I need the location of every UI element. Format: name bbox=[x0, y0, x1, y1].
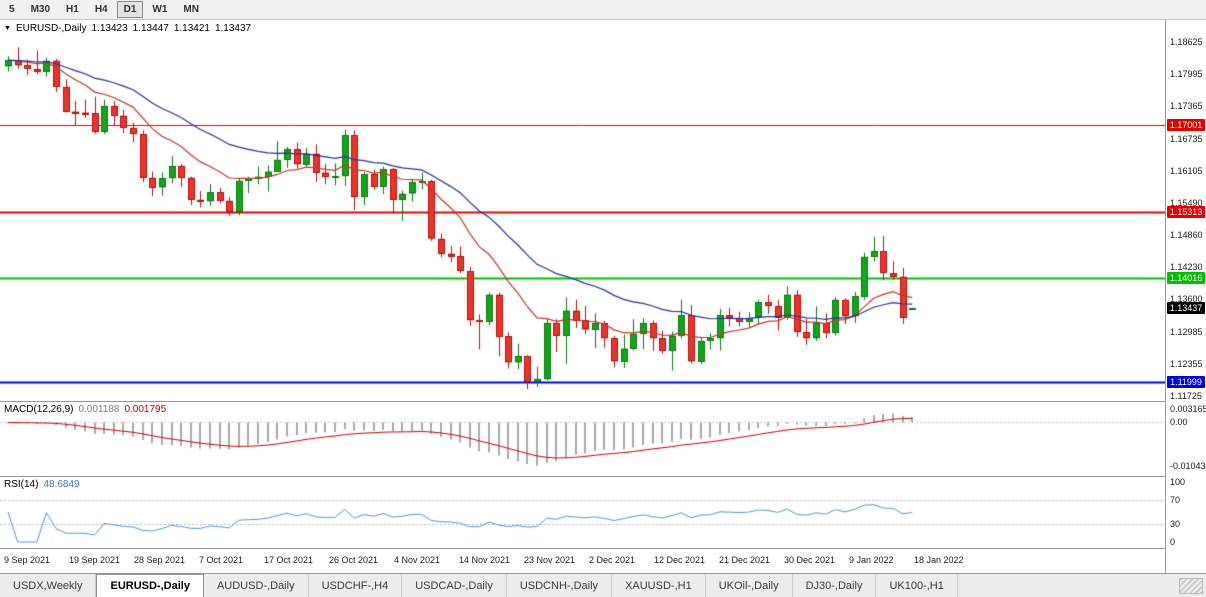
time-axis[interactable]: 9 Sep 2021 19 Sep 2021 28 Sep 2021 7 Oct 20… bbox=[0, 548, 1165, 573]
price-tick-label: 1.17995 bbox=[1170, 69, 1203, 80]
macd-main-value: 0.001188 bbox=[78, 404, 120, 415]
timeframe-button-mn[interactable]: MN bbox=[176, 1, 206, 18]
macd-panel-chart[interactable] bbox=[0, 402, 1165, 476]
macd-label: MACD(12,26,9) 0.001188 0.001795 bbox=[4, 404, 166, 415]
macd-axis-label: -0.010435 bbox=[1170, 460, 1206, 471]
date-label: 28 Sep 2021 bbox=[134, 555, 186, 565]
chart-symbol-label: EURUSD-,Daily bbox=[15, 23, 87, 34]
timeframe-button-h4[interactable]: H4 bbox=[88, 1, 115, 18]
date-label: 23 Nov 2021 bbox=[524, 555, 576, 565]
chart-title: ▼ EURUSD-,Daily 1.13423 1.13447 1.13421 … bbox=[4, 23, 251, 34]
hline-price-badge: 1.14016 bbox=[1167, 272, 1205, 285]
pane-divider-macd[interactable] bbox=[0, 401, 1165, 402]
symbol-tab-ukoil-daily[interactable]: UKOil-,Daily bbox=[706, 574, 793, 597]
price-axis[interactable]: 1.18625 1.17995 1.17365 1.16735 1.16105 1.154… bbox=[1165, 20, 1206, 573]
price-tick-label: 1.15490 bbox=[1170, 197, 1203, 208]
chart-window: ▼ EURUSD-,Daily 1.13423 1.13447 1.13421 … bbox=[0, 20, 1206, 573]
date-label: 18 Jan 2022 bbox=[914, 555, 964, 565]
macd-indicator-name: MACD(12,26,9) bbox=[4, 404, 74, 415]
price-tick-label: 1.17365 bbox=[1170, 101, 1203, 112]
rsi-axis-label: 70 bbox=[1170, 495, 1181, 505]
rsi-panel-chart[interactable] bbox=[0, 477, 1165, 547]
date-label: 17 Oct 2021 bbox=[264, 555, 314, 565]
macd-signal-value: 0.001795 bbox=[124, 404, 167, 415]
rsi-axis-label: 0 bbox=[1170, 537, 1176, 547]
hline-price-badge: 1.11999 bbox=[1167, 375, 1205, 388]
hline-price-badge: 1.15313 bbox=[1167, 205, 1205, 218]
collapse-chart-icon[interactable]: ▼ bbox=[4, 25, 11, 32]
ohlc-close: 1.13437 bbox=[214, 23, 252, 34]
rsi-indicator-name: RSI(14) bbox=[4, 479, 39, 490]
price-chart[interactable] bbox=[0, 20, 1165, 401]
symbol-tab-audusd-daily[interactable]: AUDUSD-,Daily bbox=[204, 574, 309, 597]
price-tick-label: 1.14860 bbox=[1170, 230, 1203, 241]
symbol-tab-uk100-h1[interactable]: UK100-,H1 bbox=[876, 574, 958, 597]
date-label: 4 Nov 2021 bbox=[394, 555, 441, 565]
symbol-tab-usdcad-daily[interactable]: USDCAD-,Daily bbox=[402, 574, 507, 597]
macd-axis-label: 0.00 bbox=[1170, 417, 1188, 428]
date-label: 9 Jan 2022 bbox=[849, 555, 894, 565]
price-tick-label: 1.12355 bbox=[1170, 358, 1203, 369]
timeframe-button-h1[interactable]: H1 bbox=[59, 1, 86, 18]
symbol-tab-dj30-daily[interactable]: DJ30-,Daily bbox=[793, 574, 877, 597]
rsi-label: RSI(14) 48.6849 bbox=[4, 479, 80, 490]
timeframe-button-w1[interactable]: W1 bbox=[145, 1, 174, 18]
date-label: 7 Oct 2021 bbox=[199, 555, 244, 565]
date-label: 9 Sep 2021 bbox=[4, 555, 51, 565]
timeframe-button-d1[interactable]: D1 bbox=[116, 1, 144, 18]
timeframe-toolbar: 5 M30 H1 H4 D1 W1 MN bbox=[0, 0, 1206, 20]
ohlc-low: 1.13421 bbox=[173, 23, 210, 34]
date-label: 19 Sep 2021 bbox=[69, 555, 121, 565]
price-tick-label: 1.14230 bbox=[1170, 262, 1203, 273]
price-tick-label: 1.11725 bbox=[1170, 391, 1202, 401]
date-label: 26 Oct 2021 bbox=[329, 555, 379, 565]
symbol-tab-eurusd-daily[interactable]: EURUSD-,Daily bbox=[96, 574, 204, 597]
hline-price-badge: 1.17001 bbox=[1167, 119, 1205, 132]
symbol-tab-usdchf-h4[interactable]: USDCHF-,H4 bbox=[309, 574, 403, 597]
price-tick-label: 1.13600 bbox=[1170, 294, 1203, 305]
chart-tab-bar: USDX,Weekly EURUSD-,Daily AUDUSD-,Daily USD… bbox=[0, 573, 1206, 597]
current-price-badge: 1.13437 bbox=[1167, 302, 1205, 315]
symbol-tab-usdcnh-daily[interactable]: USDCNH-,Daily bbox=[507, 574, 613, 597]
price-tick-label: 1.16105 bbox=[1170, 165, 1203, 176]
symbol-tab-xauusd-h1[interactable]: XAUUSD-,H1 bbox=[612, 574, 706, 597]
date-label: 2 Dec 2021 bbox=[589, 555, 636, 565]
tabbar-spacer bbox=[958, 574, 1179, 597]
ohlc-high: 1.13447 bbox=[132, 23, 169, 34]
price-tick-label: 1.18625 bbox=[1170, 37, 1203, 47]
rsi-axis-label: 30 bbox=[1170, 519, 1181, 529]
macd-axis-label: 0.003165 bbox=[1170, 404, 1206, 415]
timeframe-button-5[interactable]: 5 bbox=[2, 1, 22, 18]
date-label: 21 Dec 2021 bbox=[719, 555, 771, 565]
date-label: 12 Dec 2021 bbox=[654, 555, 706, 565]
ohlc-open: 1.13423 bbox=[91, 23, 128, 34]
price-tick-label: 1.16735 bbox=[1170, 133, 1203, 144]
rsi-axis-label: 100 bbox=[1170, 477, 1186, 487]
tabbar-scroll-grip[interactable] bbox=[1179, 578, 1203, 594]
symbol-tab-usdx-weekly[interactable]: USDX,Weekly bbox=[0, 574, 97, 597]
timeframe-button-m30[interactable]: M30 bbox=[24, 1, 57, 18]
date-label: 14 Nov 2021 bbox=[459, 555, 511, 565]
date-label: 30 Dec 2021 bbox=[784, 555, 836, 565]
symbol-tabs: USDX,Weekly EURUSD-,Daily AUDUSD-,Daily USD… bbox=[0, 574, 958, 597]
price-tick-label: 1.12985 bbox=[1170, 326, 1203, 337]
pane-divider-rsi[interactable] bbox=[0, 476, 1165, 477]
rsi-value: 48.6849 bbox=[43, 479, 80, 490]
